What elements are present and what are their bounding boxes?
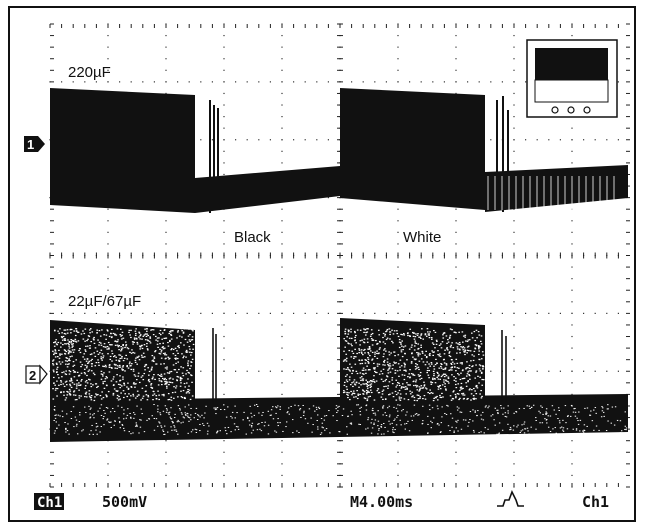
- trace-bottom-label: 22µF/67µF: [68, 293, 141, 310]
- graticule: [49, 23, 630, 488]
- channel-badge-bg: [34, 493, 64, 510]
- status-trigger-source[interactable]: Ch1: [582, 493, 609, 511]
- channel-1-marker[interactable]: 1: [24, 136, 45, 152]
- channel-1-marker-label: 1: [27, 137, 34, 152]
- channel-2-marker[interactable]: 2: [25, 364, 48, 385]
- trace-bottom: [50, 318, 628, 442]
- display-mode-icon[interactable]: [526, 39, 618, 118]
- trace-top-label: 220µF: [68, 64, 111, 81]
- status-bar: Ch1 500mV M4.00ms Ch1: [34, 490, 609, 511]
- annotation-black: Black: [234, 229, 271, 246]
- status-timebase[interactable]: M4.00ms: [350, 493, 413, 511]
- channel-2-marker-label: 2: [29, 368, 36, 383]
- scope-frame: [8, 6, 636, 522]
- annotation-white: White: [403, 229, 441, 246]
- status-scale[interactable]: 500mV: [102, 493, 147, 511]
- trigger-edge-icon[interactable]: [497, 490, 524, 507]
- status-channel[interactable]: Ch1: [37, 495, 62, 511]
- trace-top: [50, 88, 628, 213]
